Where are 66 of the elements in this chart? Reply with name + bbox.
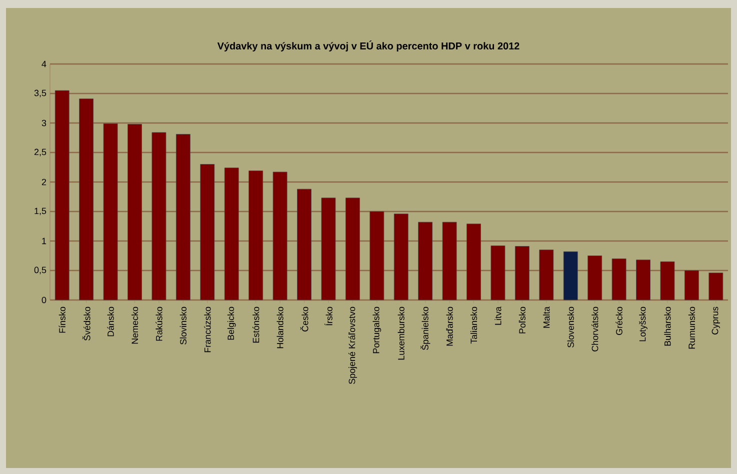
x-tick-label: Poľsko: [518, 306, 526, 334]
bar: [588, 256, 602, 300]
x-tick-label: Švédsko: [82, 306, 90, 340]
bar: [297, 188, 312, 300]
x-tick-label: Francúzsko: [204, 306, 211, 352]
y-tick-label: 1: [42, 238, 46, 244]
y-tick-label: 4: [42, 60, 46, 68]
bar: [152, 132, 166, 300]
bar: [563, 251, 578, 300]
bar: [54, 90, 70, 300]
bar: [514, 246, 530, 300]
bar: [442, 222, 457, 300]
y-tick-label: 0,5: [34, 266, 46, 274]
x-tick-label: Holandsko: [276, 306, 284, 348]
y-tick-label: 3: [42, 120, 46, 126]
bar: [636, 260, 650, 300]
x-tick-label: Írsko: [324, 306, 332, 326]
chart-title: Výdavky na výskum a vývoj v EÚ ako percento HDP v roku 2012: [217, 40, 520, 52]
x-tick-label: Nemecko: [131, 306, 138, 344]
x-tick-label: Taliansko: [470, 306, 478, 344]
y-tick-label: 0: [42, 296, 46, 304]
bar: [418, 222, 433, 300]
x-tick-label: Česko: [300, 306, 308, 332]
x-tick-label: Maďarsko: [446, 306, 453, 346]
bar: [103, 123, 118, 300]
bar: [79, 98, 94, 300]
bar: [539, 250, 554, 300]
bar: [200, 164, 215, 300]
x-tick-label: Belgicko: [227, 306, 236, 340]
bar: [660, 261, 675, 300]
bar: [708, 272, 724, 300]
bar: [612, 258, 626, 300]
x-tick-label: Spojené Kráľovstvo: [348, 306, 357, 384]
bar: [490, 246, 506, 300]
y-tick-label: 1,5: [34, 208, 46, 216]
x-tick-label: Litva: [494, 306, 502, 325]
y-tick-label: 2,5: [34, 148, 46, 156]
bar: [370, 211, 384, 300]
x-tick-label: Bulharsko: [664, 306, 671, 346]
x-tick-label: Luxembursko: [398, 306, 404, 360]
bar: [345, 198, 360, 300]
x-tick-label: Slovinsko: [180, 306, 186, 344]
bar: [128, 124, 142, 300]
bar: [394, 214, 408, 300]
x-tick-label: Cyprus: [712, 306, 720, 334]
x-tick-label: Slovensko: [567, 306, 574, 348]
x-tick-label: Portugalsko: [372, 306, 382, 354]
x-tick-label: Estónsko: [252, 306, 260, 343]
x-tick-label: Rakúsko: [156, 306, 162, 341]
x-tick-label: Malta: [543, 306, 550, 328]
y-tick-label: 2: [42, 178, 46, 186]
x-tick-label: Dánsko: [107, 306, 114, 336]
bar: [272, 172, 288, 300]
y-tick-label: 3,5: [34, 90, 46, 98]
x-tick-label: Španielsko: [420, 306, 430, 350]
x-tick-label: Chorvátsko: [591, 306, 598, 352]
x-tick-label: Fínsko: [58, 306, 66, 333]
x-tick-label: Grécko: [616, 306, 622, 335]
bar: [224, 168, 239, 300]
bar: [321, 198, 336, 300]
bar: [466, 224, 481, 300]
bar: [248, 170, 264, 300]
bar: [684, 270, 699, 300]
x-tick-label: Rumunsko: [688, 306, 695, 349]
x-tick-label: Lotyšsko: [639, 306, 648, 342]
bar: [176, 134, 190, 300]
